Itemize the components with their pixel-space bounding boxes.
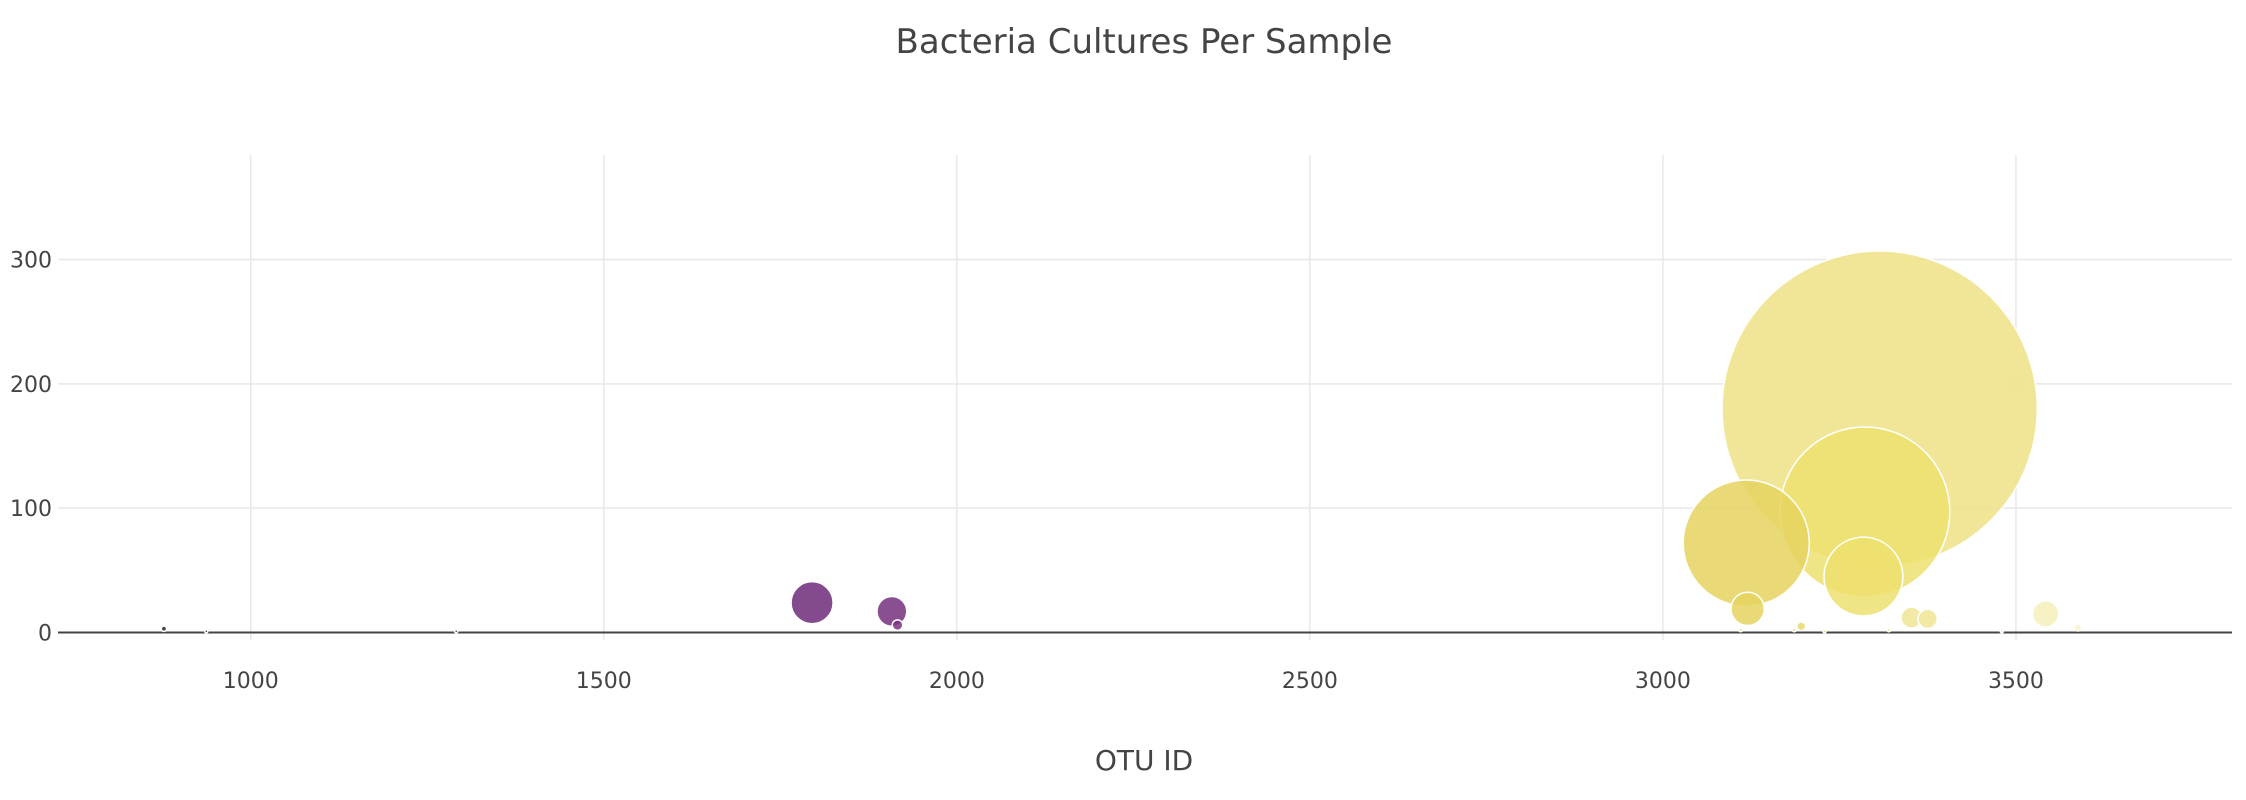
y-tick-label: 200 (10, 373, 52, 398)
x-axis-title: OTU ID (1095, 744, 1193, 777)
bubble-point (891, 619, 904, 632)
bubble-point (1791, 627, 1797, 633)
x-tick-label: 2000 (929, 669, 985, 694)
bubble-point (1917, 608, 1939, 630)
bubble-point (790, 580, 834, 625)
bubble-point (1999, 628, 2005, 634)
bubble-point (453, 628, 459, 634)
bubble-point (2073, 623, 2083, 632)
bubble-layer (160, 250, 2083, 634)
chart-title: Bacteria Cultures Per Sample (896, 22, 1393, 62)
bubble-point (1796, 621, 1807, 632)
bubble-point (2031, 599, 2060, 628)
bubble-point (1682, 479, 1811, 607)
y-tick-label: 100 (10, 497, 52, 522)
bubble-point (1823, 536, 1904, 617)
y-axis-ticks: 0 100 200 300 (10, 248, 52, 646)
x-tick-label: 1000 (223, 669, 279, 694)
x-tick-label: 3000 (1635, 669, 1691, 694)
y-tick-label: 0 (38, 622, 52, 647)
x-axis-ticks: 1000 1500 2000 2500 3000 3500 (223, 669, 2044, 694)
bubble-point (160, 625, 168, 633)
bubble-point (203, 628, 209, 634)
x-tick-label: 1500 (576, 669, 632, 694)
bubble-point (1738, 627, 1744, 633)
bubble-point (1886, 627, 1892, 633)
y-tick-label: 300 (10, 248, 52, 273)
x-tick-label: 3500 (1988, 669, 2044, 694)
bubble-point (1730, 591, 1766, 627)
x-tick-label: 2500 (1282, 669, 1338, 694)
bubble-point (1822, 628, 1827, 634)
